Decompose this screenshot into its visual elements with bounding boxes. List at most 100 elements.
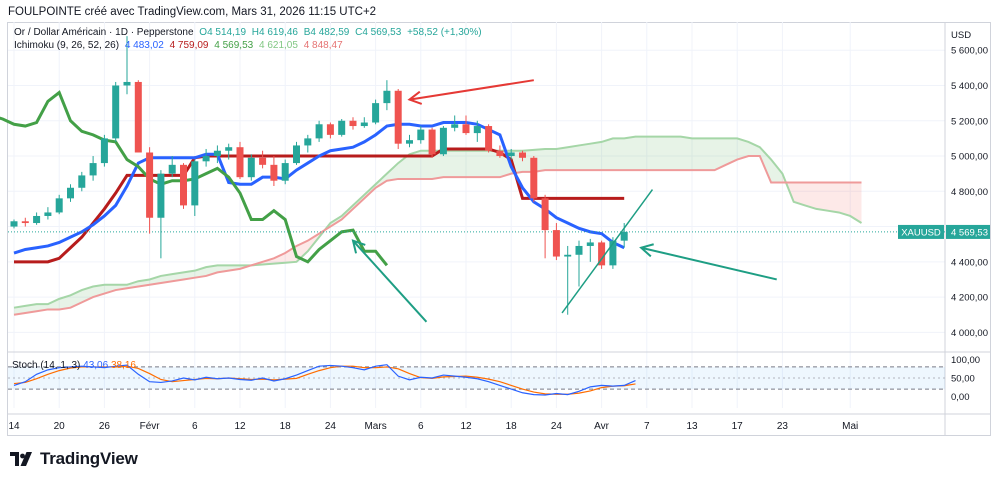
candle-body — [372, 103, 380, 123]
candle-body — [473, 126, 481, 134]
symbol-legend[interactable]: Or / Dollar Américain · 1D · Pepperstone… — [14, 27, 485, 38]
candle-body — [157, 173, 165, 218]
kumo-cloud-segment — [443, 150, 455, 178]
candle-body — [451, 124, 459, 128]
ichimoku-title: Ichimoku (9, 26, 52, 26) — [14, 40, 120, 51]
red-arrow-top — [407, 79, 534, 105]
candle-body — [225, 147, 233, 151]
candle-body — [575, 245, 583, 255]
kumo-cloud-segment — [273, 253, 286, 264]
kumo-cloud-segment — [432, 150, 444, 179]
brand-name: TradingView — [40, 449, 138, 468]
candle-body — [326, 124, 334, 135]
ichimoku-spanb-value: 4 848,47 — [303, 40, 343, 51]
candle-body — [428, 129, 436, 155]
price-axis-tick: 5 000,00 — [951, 152, 988, 163]
stoch-legend[interactable]: Stoch (14, 1, 3) 43,06 38,16 — [12, 360, 136, 371]
candle-body — [485, 126, 493, 151]
candle-body — [259, 157, 267, 165]
kumo-cloud-segment — [816, 182, 828, 211]
candle-body — [202, 156, 210, 162]
kumo-cloud-segment — [579, 143, 591, 171]
candle-body — [67, 187, 74, 199]
time-axis-tick: 23 — [777, 421, 789, 432]
candle-body — [406, 140, 413, 144]
candle-body — [78, 175, 86, 188]
time-axis-tick: Mai — [842, 421, 858, 432]
time-axis-tick: 12 — [234, 421, 246, 432]
kumo-cloud-segment — [725, 138, 738, 165]
stoch-axis-tick: 0,00 — [951, 392, 970, 403]
kumo-cloud-segment — [658, 136, 670, 171]
ichimoku-kijun-value: 4 759,09 — [169, 40, 209, 51]
kumo-cloud-segment — [805, 182, 817, 209]
time-axis-tick: 6 — [418, 421, 424, 432]
kumo-cloud-segment — [466, 150, 478, 178]
candle-body — [530, 157, 538, 199]
time-axis-tick: 7 — [644, 421, 650, 432]
tradingview-brand[interactable]: TradingView — [10, 449, 138, 469]
candle-body — [620, 231, 628, 241]
ohlc-close: C4 569,53 — [355, 27, 402, 38]
candle-body — [89, 163, 97, 176]
time-axis-tick: 26 — [99, 421, 111, 432]
kumo-cloud-segment — [680, 136, 692, 171]
green-arrow-left — [351, 239, 428, 323]
stoch-axis-tick: 100,00 — [951, 355, 980, 366]
stoch-d-value: 38,16 — [110, 360, 136, 371]
candle-body — [304, 138, 312, 146]
kumo-cloud-segment — [669, 136, 681, 171]
kumo-cloud-segment — [646, 136, 659, 171]
candle-body — [394, 90, 402, 144]
kumo-cloud-segment — [47, 298, 60, 310]
candle-body — [496, 150, 504, 157]
ichimoku-tenkan-value: 4 483,02 — [124, 40, 164, 51]
time-axis-tick: 18 — [506, 421, 518, 432]
price-axis-tick: 5 200,00 — [951, 116, 988, 127]
kumo-cloud-segment — [477, 150, 489, 178]
candle-body — [247, 157, 255, 178]
time-axis-tick: 14 — [8, 421, 20, 432]
candle-body — [100, 138, 108, 164]
kumo-cloud-segment — [590, 141, 602, 171]
candle-body — [281, 163, 289, 181]
candle-body — [236, 147, 244, 178]
tenkan-sen-line — [13, 121, 625, 255]
ohlc-open: O4 514,19 — [199, 27, 247, 38]
candle-body — [10, 221, 18, 227]
candle-body — [586, 242, 594, 246]
green-arrow-right — [639, 243, 777, 281]
candle-body — [507, 152, 515, 157]
kumo-cloud-segment — [386, 163, 399, 181]
kumo-cloud-segment — [567, 145, 579, 171]
kumo-cloud-segment — [737, 138, 749, 160]
last-price-symbol: XAUUSD — [901, 227, 941, 238]
kumo-cloud-segment — [635, 136, 647, 171]
price-axis-currency: USD — [951, 30, 971, 41]
stoch-band-fill — [8, 366, 945, 390]
ichimoku-spana-value: 4 621,05 — [259, 40, 298, 51]
ohlc-low: B4 482,59 — [303, 27, 350, 38]
candle-body — [146, 152, 154, 218]
time-axis-tick: Mars — [364, 421, 386, 432]
candle-body — [55, 198, 63, 213]
time-axis-tick: 24 — [551, 421, 563, 432]
kumo-cloud-segment — [771, 159, 783, 183]
ichimoku-legend[interactable]: Ichimoku (9, 26, 52, 26) 4 483,02 4 759,… — [14, 40, 346, 51]
candle-body — [598, 242, 606, 266]
price-axis-tick: 4 000,00 — [951, 328, 988, 339]
time-axis-tick: 6 — [192, 421, 198, 432]
last-price-symbol-badge — [898, 224, 944, 239]
candle-body — [33, 215, 41, 224]
last-price-value: 4 569,53 — [951, 227, 988, 238]
time-axis-tick: 13 — [686, 421, 698, 432]
candle-body — [360, 122, 368, 127]
candle-body — [270, 164, 278, 181]
symbol-title: Or / Dollar Américain · 1D · Pepperstone — [14, 27, 194, 38]
kumo-cloud-segment — [703, 138, 715, 171]
kumo-cloud-segment — [850, 182, 862, 224]
kumo-cloud-segment — [104, 284, 116, 294]
stoch-k-value: 43,06 — [83, 360, 109, 371]
tradingview-logo-icon — [10, 452, 32, 466]
